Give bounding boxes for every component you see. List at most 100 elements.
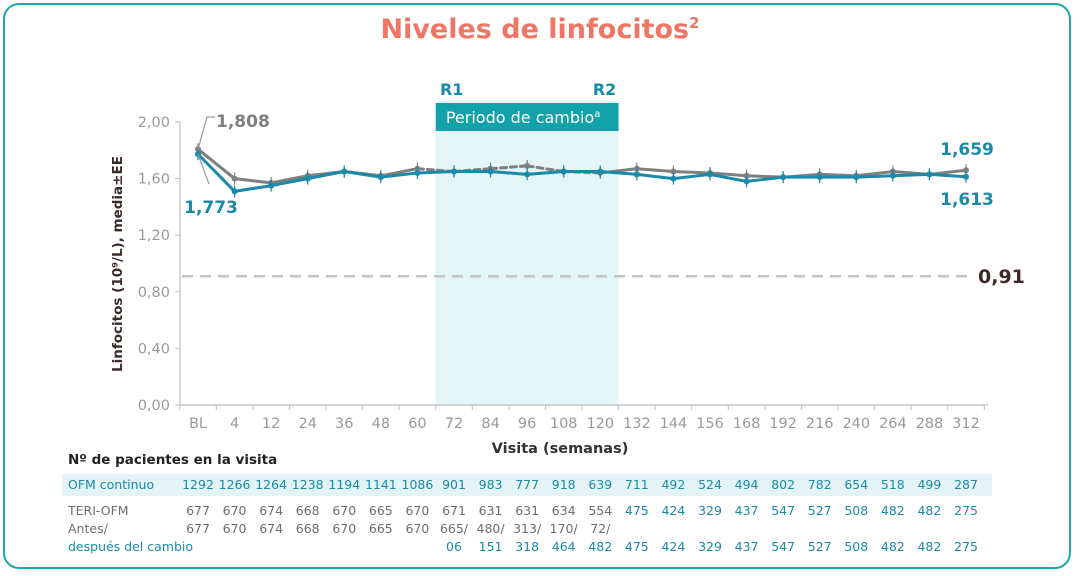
annotation-layer: 1,808 1,773 1,659 1,613 [184, 112, 994, 218]
table-cell: 1194 [328, 477, 361, 492]
table-cell: 527 [807, 539, 832, 554]
table-cell: 777 [515, 477, 540, 492]
table-cell: 670 [222, 521, 247, 536]
ofm-continuo-segment [854, 174, 895, 179]
table-cell: 631 [515, 503, 540, 518]
table-cell: 674 [259, 521, 284, 536]
ofm-continuo-point [377, 174, 384, 181]
ofm-continuo-segment [489, 170, 529, 176]
table-cell: 475 [624, 539, 649, 554]
ofm-continuo-point [743, 178, 750, 185]
table-cell: 275 [954, 503, 978, 518]
teri-ofm-segment [196, 147, 237, 181]
table-cell: 668 [295, 503, 320, 518]
table-row-ofm: OFM continuo 1292 1266 1264 1238 1194 1141 108… [62, 474, 992, 496]
table-cell: 318 [515, 539, 540, 554]
ofm-continuo-segment [525, 170, 566, 176]
table-cell: 482 [917, 539, 942, 554]
x-tick-label: 108 [550, 416, 578, 432]
table-title: Nº de pacientes en la visita [68, 452, 278, 468]
teri-start-leader [197, 116, 215, 150]
ofm-continuo-segment [196, 152, 237, 193]
ofm-continuo-point [268, 182, 275, 189]
table-cell: 711 [624, 477, 649, 492]
end-lower-label: 1,613 [940, 190, 994, 210]
x-tick-label: 240 [842, 416, 870, 432]
chart-title: Niveles de linfocitos2 [380, 14, 700, 45]
table-cell: 482 [917, 503, 942, 518]
x-tick-label: 24 [298, 416, 316, 432]
ofm-continuo-point [304, 175, 311, 182]
ofm-continuo-point [963, 173, 969, 180]
row-label: después del cambio [68, 539, 194, 554]
table-cell: 654 [844, 477, 869, 492]
table-cell: 437 [734, 539, 759, 554]
x-axis-title: Visita (semanas) [492, 441, 629, 457]
table-cell: 508 [844, 503, 869, 518]
series-layer [195, 143, 969, 198]
x-tick-label: 36 [335, 416, 353, 432]
table-cell: 508 [844, 539, 869, 554]
ofm-continuo-point [780, 174, 787, 181]
x-tick-label: 84 [481, 416, 499, 432]
table-row-before: Antes/ 677 670 674 668 670 665 670 665/480/313/… [62, 518, 992, 540]
switch-period-band [435, 101, 619, 405]
table-cell: 527 [807, 503, 832, 518]
y-tick-label: 0,00 [138, 398, 170, 414]
y-tick-label: 1,60 [138, 172, 170, 188]
x-tick-label: 144 [660, 416, 688, 432]
table-cell: 665 [368, 521, 393, 536]
table-cell: 670 [332, 503, 357, 518]
table-cell: 1266 [218, 477, 251, 492]
table-cell: 482 [588, 539, 613, 554]
x-tick-label: 312 [952, 416, 980, 432]
table-cell: 547 [771, 503, 796, 518]
teri-ofm-segment [671, 170, 712, 175]
row-label: TERI-OFM [68, 503, 129, 518]
table-cell: 634 [551, 503, 576, 518]
ofm-continuo-segment [635, 172, 675, 181]
y-tick-label: 0,80 [138, 285, 170, 301]
r1-label: R1 [440, 80, 463, 99]
table-cell: 983 [478, 477, 503, 492]
x-tick-label: 72 [445, 416, 463, 432]
table-cell: 670 [405, 503, 430, 518]
ofm-continuo-point [414, 169, 421, 176]
x-tick-label: 264 [879, 416, 907, 432]
table-cell: 151 [478, 539, 503, 554]
table-cell: 918 [551, 477, 576, 492]
table-cell: 671 [442, 503, 466, 518]
table-cell: 524 [698, 477, 722, 492]
table-cell: 482 [880, 503, 905, 518]
table-cell: 802 [771, 477, 796, 492]
table-cell: 782 [807, 477, 832, 492]
table-cell: 547 [771, 539, 796, 554]
switch-period-label: Periodo de cambioa [446, 108, 601, 127]
table-cell: 287 [954, 477, 978, 492]
ofm-continuo-segment [269, 177, 310, 188]
table-cell: 494 [734, 477, 759, 492]
ofm-continuo-point [231, 188, 238, 195]
ofm-continuo-point [451, 168, 457, 175]
table-cell: 482 [880, 539, 905, 554]
ofm-continuo-point [560, 168, 567, 175]
axes: 0,00 0,40 0,80 1,20 1,60 2,00 BL 4 12 24 36 48 60 72 8… [110, 115, 988, 457]
table-cell: 670 [405, 521, 430, 536]
table-cell: 499 [917, 477, 942, 492]
table-cell: 424 [661, 539, 686, 554]
ofm-continuo-segment [306, 170, 346, 181]
teri-ofm-segment [818, 172, 858, 178]
teri-ofm-point [963, 167, 969, 174]
ofm-continuo-point [816, 174, 823, 181]
table-cell: 901 [442, 477, 466, 492]
ofm-continuo-point [633, 171, 640, 178]
table-cell: 1264 [255, 477, 288, 492]
x-tick-label: BL [189, 416, 207, 432]
table-cell: 424 [661, 503, 686, 518]
x-tick-label: 96 [518, 416, 536, 432]
teri-ofm-point [231, 175, 238, 182]
teri-ofm-segment [854, 170, 895, 178]
teri-ofm-segment [489, 164, 529, 171]
ofm-continuo-segment [927, 172, 968, 179]
reference-line-label: 0,91 [978, 266, 1025, 288]
